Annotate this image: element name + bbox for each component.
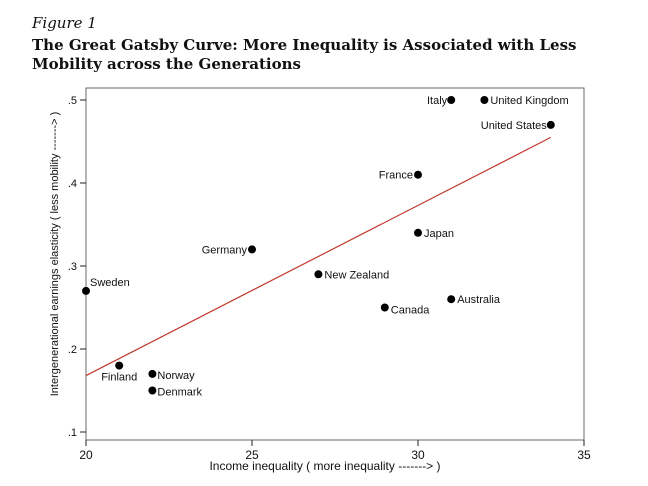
point-canada	[380, 303, 389, 312]
x-tick-label: 35	[577, 448, 591, 462]
x-tick-label: 20	[79, 448, 93, 462]
point-united-states	[546, 120, 555, 129]
x-tick-label: 25	[245, 448, 259, 462]
figure-title-line-1: The Great Gatsby Curve: More Inequality …	[32, 36, 577, 54]
fit-line-group	[85, 136, 552, 377]
plot-frame	[85, 87, 585, 441]
point-japan	[414, 228, 422, 237]
point-label-germany: Germany	[202, 244, 248, 256]
y-tick-label: .2	[68, 344, 77, 356]
point-germany	[248, 245, 256, 254]
point-france	[414, 170, 422, 179]
figure-title: The Great Gatsby Curve: More Inequality …	[32, 36, 632, 74]
y-tick-label: .1	[68, 427, 77, 439]
point-label-canada: Canada	[391, 305, 430, 317]
y-axis-label: Intergenerational earnings elasticity ( …	[49, 112, 61, 397]
point-australia	[447, 295, 456, 304]
point-new-zealand	[314, 270, 323, 279]
point-label-new-zealand: New Zealand	[324, 269, 389, 281]
point-united-kingdom	[480, 96, 489, 104]
point-label-united-kingdom: United Kingdom	[490, 95, 568, 107]
y-tick-label: .5	[68, 95, 77, 107]
point-italy	[447, 96, 456, 104]
point-denmark	[148, 386, 157, 395]
y-tick-label: .4	[68, 178, 77, 190]
figure-label: Figure 1	[32, 14, 97, 32]
data-points: Italy United Kingdom United States France Ja…	[82, 95, 569, 399]
point-label-sweden: Sweden	[90, 277, 130, 289]
point-norway	[148, 369, 157, 378]
point-label-italy: Italy	[427, 95, 448, 107]
point-label-norway: Norway	[157, 370, 195, 382]
fit-line	[85, 136, 552, 377]
point-label-denmark: Denmark	[157, 387, 202, 399]
point-label-australia: Australia	[457, 294, 501, 306]
point-label-france: France	[379, 170, 413, 182]
point-sweden	[82, 286, 90, 295]
x-axis-label: Income inequality ( more inequality ----…	[209, 459, 440, 473]
x-tick-label: 30	[411, 448, 425, 462]
chart-axes: .1 .2 .3 .4 .5 20 25 30 35	[68, 87, 591, 462]
point-label-japan: Japan	[424, 228, 454, 240]
point-label-united-states: United States	[481, 120, 548, 132]
point-label-finland: Finland	[101, 372, 137, 384]
point-finland	[115, 361, 124, 370]
y-tick-label: .3	[68, 261, 77, 273]
figure-title-line-2: Mobility across the Generations	[32, 55, 301, 73]
